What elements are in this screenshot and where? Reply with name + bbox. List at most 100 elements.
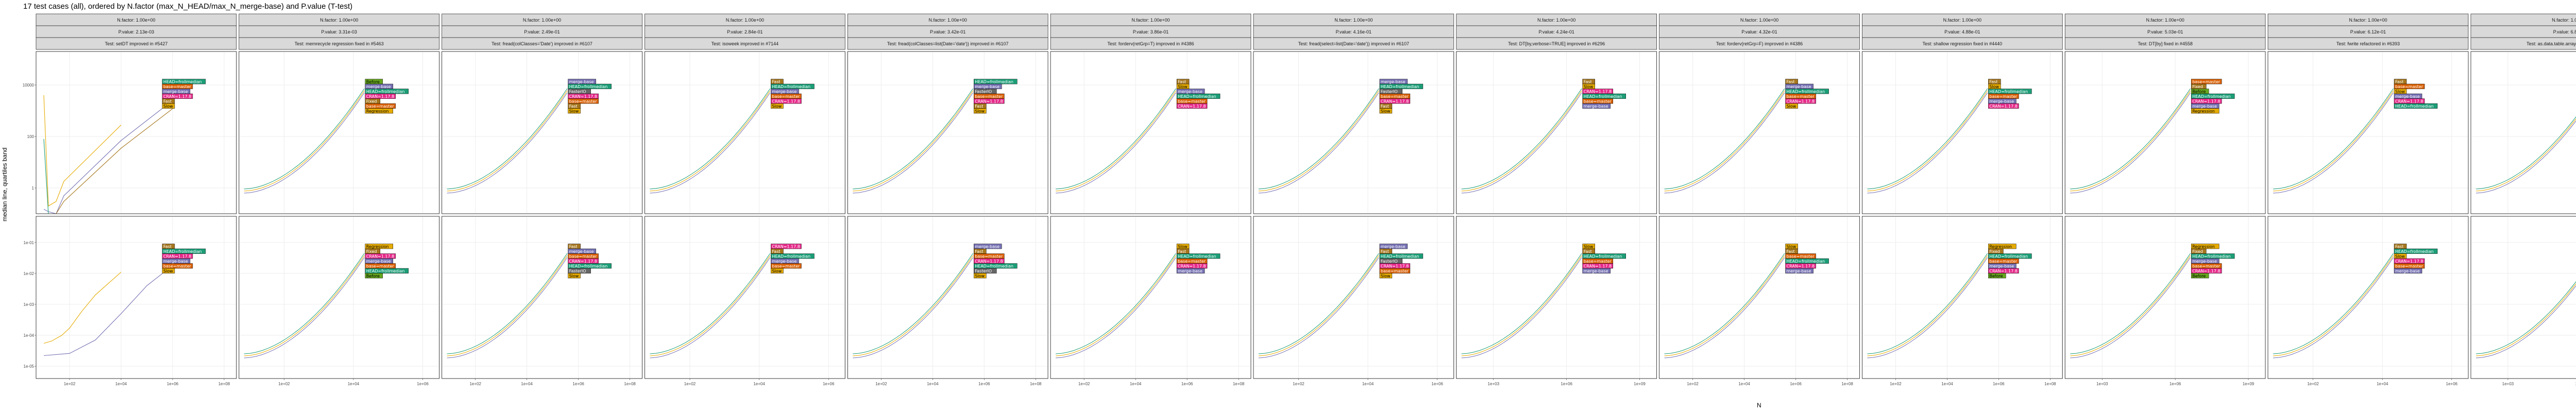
label-text: Fast bbox=[1178, 80, 1186, 84]
x-tick-label: 1e+06 bbox=[1181, 382, 1193, 386]
label-text: Slow bbox=[1178, 84, 1188, 89]
strip-label: Test: DT[by,verbose=TRUE] improved in #6… bbox=[1508, 41, 1605, 46]
direct-label: Fast bbox=[974, 103, 987, 109]
series-line bbox=[447, 92, 568, 194]
strip-label: P.value: 4.16e-01 bbox=[1336, 29, 1371, 35]
label-text: merge-base bbox=[772, 90, 796, 94]
direct-label: HEAD=frollmedian bbox=[568, 83, 612, 89]
direct-label: CRAN=1.17.8 bbox=[1988, 268, 2019, 273]
direct-label: Fast bbox=[1785, 79, 1798, 84]
label-text: merge-base bbox=[569, 80, 594, 84]
direct-label: Fast bbox=[1582, 248, 1595, 254]
direct-label: Slow bbox=[974, 108, 987, 114]
panel-border bbox=[2064, 51, 2266, 214]
label-box bbox=[1176, 103, 1208, 109]
direct-label: CRAN=1.17.8 bbox=[2191, 98, 2222, 104]
series-line bbox=[2070, 92, 2191, 194]
label-text: Regression bbox=[366, 245, 389, 249]
label-text: Fast bbox=[1584, 80, 1592, 84]
series-line bbox=[1258, 92, 1379, 194]
series-line bbox=[43, 95, 122, 207]
strip-pvalue: P.value: 4.32e-01 bbox=[1659, 25, 1860, 38]
direct-label: merge-base bbox=[365, 258, 394, 264]
series-line bbox=[244, 255, 365, 356]
label-text: HEAD=frollmedian bbox=[1381, 84, 1419, 89]
direct-label: FasterIO bbox=[974, 268, 997, 273]
direct-label: Slow bbox=[1785, 103, 1798, 109]
label-text: Slow bbox=[569, 109, 579, 114]
direct-label: FasterIO bbox=[568, 89, 591, 94]
direct-label: CRAN=1.17.8 bbox=[1785, 98, 1816, 104]
panel-border bbox=[2470, 51, 2576, 214]
panel-background bbox=[847, 51, 1048, 214]
panel-border bbox=[1862, 216, 2063, 379]
facet: N.factor: 1.00e+00 P.value: 4.24e-01 Test:… bbox=[1456, 13, 1657, 386]
label-text: CRAN=1.17.8 bbox=[1381, 264, 1409, 269]
strip-label: N.factor: 1.00e+00 bbox=[320, 18, 358, 23]
direct-label: merge-base bbox=[1176, 89, 1205, 94]
direct-label: CRAN=1.17.8 bbox=[162, 253, 193, 259]
label-text: HEAD=frollmedian bbox=[975, 80, 1013, 84]
direct-label: merge-base bbox=[568, 248, 596, 254]
direct-label: merge-base bbox=[365, 83, 394, 89]
label-text: CRAN=1.17.8 bbox=[1787, 99, 1815, 104]
direct-label: base=master bbox=[1379, 268, 1411, 273]
series-line bbox=[1056, 257, 1176, 358]
label-text: base=master bbox=[1381, 94, 1409, 99]
label-text: Fixed bbox=[366, 99, 377, 104]
direct-label: Regression bbox=[2191, 244, 2219, 249]
label-box bbox=[1176, 268, 1205, 273]
x-tick-label: 1e+02 bbox=[684, 382, 696, 386]
panel-background bbox=[1659, 51, 1860, 214]
panel-background bbox=[239, 216, 440, 379]
direct-label: CRAN=1.17.8 bbox=[1988, 103, 2019, 109]
panel-border bbox=[2470, 216, 2576, 379]
direct-label: base=master bbox=[2191, 79, 2222, 84]
series-line bbox=[447, 253, 568, 354]
label-text: merge-base bbox=[1178, 90, 1202, 94]
strip-label: Test: forderv(retGrp=T) improved in #438… bbox=[1107, 41, 1194, 46]
x-tick-label: 1e+06 bbox=[1431, 382, 1443, 386]
direct-label: HEAD=frollmedian bbox=[1176, 253, 1221, 259]
label-text: Slow bbox=[772, 269, 782, 273]
strip-nfactor: N.factor: 1.00e+00 bbox=[847, 13, 1048, 26]
strip-nfactor: N.factor: 1.00e+00 bbox=[239, 13, 440, 26]
direct-label: Slow bbox=[1379, 108, 1393, 114]
x-tick-label: 1e+06 bbox=[1790, 382, 1802, 386]
direct-label: Regression bbox=[365, 244, 394, 249]
panel-border bbox=[1456, 216, 1657, 379]
strip-bg bbox=[36, 37, 237, 50]
direct-label: merge-base bbox=[974, 244, 1002, 249]
series-line bbox=[1056, 253, 1176, 354]
label-box bbox=[1379, 244, 1408, 249]
label-text: FasterIO bbox=[1381, 259, 1398, 264]
strip-label: P.value: 2.49e-01 bbox=[524, 29, 560, 35]
direct-label: merge-base bbox=[1785, 268, 1814, 273]
direct-label: Slow bbox=[974, 273, 987, 279]
direct-label: base=master bbox=[1785, 253, 1816, 259]
direct-label: Slow bbox=[1582, 244, 1595, 249]
panel-background bbox=[2470, 216, 2576, 379]
facet: N.factor: 1.00e+00 P.value: 2.13e-03 Test:… bbox=[36, 13, 237, 386]
direct-label: base=master bbox=[1785, 93, 1816, 99]
strip-label: Test: fread(colClasses=list(Date='date')… bbox=[887, 41, 1009, 46]
x-tick-label: 1e+04 bbox=[1130, 382, 1142, 386]
series-line bbox=[1056, 255, 1176, 356]
direct-label: merge-base bbox=[1582, 268, 1611, 273]
series-line bbox=[2476, 283, 2576, 356]
panel-border bbox=[36, 216, 237, 379]
label-text: HEAD=frollmedian bbox=[772, 254, 810, 259]
direct-label: merge-base bbox=[2191, 103, 2219, 109]
direct-label: Fast bbox=[1176, 79, 1190, 84]
strip-test: Test: as.data.table.array improved in #7… bbox=[2470, 37, 2576, 50]
label-box bbox=[771, 263, 802, 269]
label-text: HEAD=frollmedian bbox=[2192, 94, 2231, 99]
strip-label: Test: fread(colClasses='Date') improved … bbox=[492, 41, 592, 46]
label-box bbox=[568, 273, 581, 279]
strip-label: N.factor: 1.00e+00 bbox=[2349, 18, 2387, 23]
label-text: Slow bbox=[163, 104, 173, 109]
direct-label: HEAD=frollmedian bbox=[162, 79, 206, 84]
label-text: Fast bbox=[1381, 249, 1389, 254]
direct-label: Slow bbox=[568, 108, 581, 114]
label-text: merge-base bbox=[366, 259, 391, 264]
